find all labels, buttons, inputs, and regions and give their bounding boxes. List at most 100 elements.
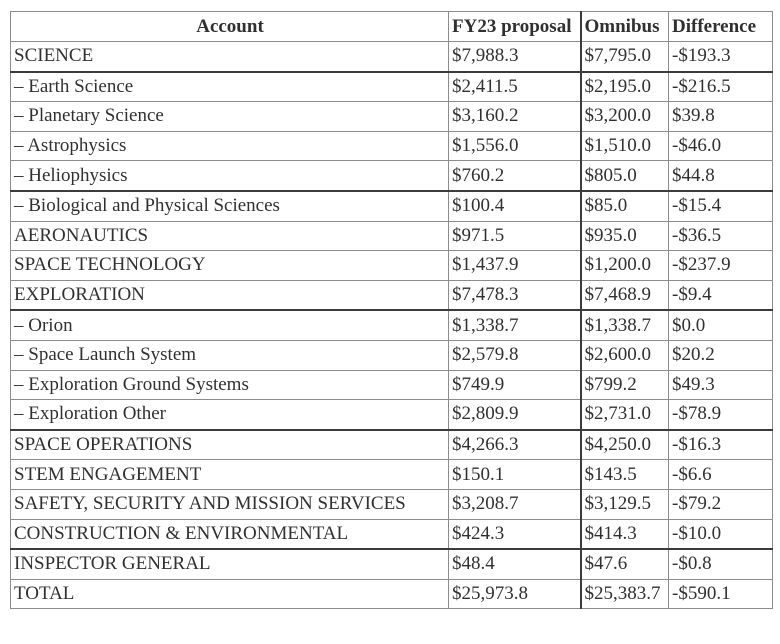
table-body: SCIENCE $7,988.3 $7,795.0 -$193.3– Earth Sc… — [10, 40, 773, 610]
fy23-proposal-cell: $3,160.2 — [448, 101, 581, 132]
omnibus-cell: $85.0 — [579, 189, 669, 222]
table-row: EXPLORATION $7,478.3 $7,468.9 -$9.4 — [10, 279, 773, 311]
difference-cell: -$193.3 — [668, 40, 773, 73]
difference-cell: -$78.9 — [668, 399, 773, 431]
difference-cell: -$15.4 — [668, 189, 773, 222]
fy23-proposal-cell: $2,579.8 — [448, 339, 581, 371]
table-row: TOTAL $25,973.8 $25,383.7 -$590.1 — [10, 578, 773, 610]
omnibus-cell: $414.3 — [579, 518, 669, 550]
account-cell: AERONAUTICS — [10, 220, 449, 252]
omnibus-cell: $25,383.7 — [579, 578, 669, 610]
omnibus-cell: $1,200.0 — [579, 250, 669, 281]
account-cell: – Exploration Other — [10, 399, 449, 431]
omnibus-cell: $2,195.0 — [579, 70, 669, 103]
budget-table-container: Account FY23 proposal Omnibus Difference… — [10, 11, 773, 610]
omnibus-cell: $805.0 — [579, 160, 669, 192]
table-row: – Earth Science $2,411.5 $2,195.0 -$216.5 — [10, 70, 773, 103]
account-cell: – Earth Science — [10, 70, 449, 103]
fy23-proposal-cell: $48.4 — [448, 548, 581, 580]
account-cell: SPACE TECHNOLOGY — [10, 250, 449, 281]
omnibus-cell: $7,468.9 — [579, 279, 669, 311]
fy23-proposal-cell: $1,437.9 — [448, 250, 581, 281]
difference-cell: $20.2 — [668, 339, 773, 371]
table-row: AERONAUTICS $971.5 $935.0 -$36.5 — [10, 220, 773, 252]
difference-cell: $0.0 — [668, 309, 773, 341]
difference-cell: -$9.4 — [668, 279, 773, 311]
omnibus-cell: $2,600.0 — [579, 339, 669, 371]
table-row: – Exploration Ground Systems $749.9 $799.2… — [10, 369, 773, 401]
table-row: – Planetary Science $3,160.2 $3,200.0 $39.8 — [10, 101, 773, 132]
account-cell: – Space Launch System — [10, 339, 449, 371]
table-row: SCIENCE $7,988.3 $7,795.0 -$193.3 — [10, 40, 773, 73]
fy23-proposal-cell: $424.3 — [448, 518, 581, 550]
account-cell: – Biological and Physical Sciences — [10, 189, 449, 222]
fy23-proposal-cell: $749.9 — [448, 369, 581, 401]
fy23-proposal-cell: $7,988.3 — [448, 40, 581, 73]
difference-cell: $49.3 — [668, 369, 773, 401]
account-cell: SPACE OPERATIONS — [10, 428, 449, 461]
table-row: – Orion $1,338.7 $1,338.7 $0.0 — [10, 309, 773, 341]
difference-cell: -$10.0 — [668, 518, 773, 550]
omnibus-cell: $7,795.0 — [579, 40, 669, 73]
table-row: INSPECTOR GENERAL $48.4 $47.6 -$0.8 — [10, 548, 773, 580]
fy23-proposal-cell: $971.5 — [448, 220, 581, 252]
fy23-proposal-cell: $4,266.3 — [448, 428, 581, 461]
table-row: – Astrophysics $1,556.0 $1,510.0 -$46.0 — [10, 130, 773, 162]
column-header-fy23-proposal: FY23 proposal — [448, 11, 581, 42]
account-cell: CONSTRUCTION & ENVIRONMENTAL — [10, 518, 449, 550]
fy23-proposal-cell: $1,556.0 — [448, 130, 581, 162]
table-row: – Biological and Physical Sciences $100.4… — [10, 189, 773, 222]
omnibus-cell: $143.5 — [579, 459, 669, 490]
difference-cell: -$36.5 — [668, 220, 773, 252]
table-row: – Space Launch System $2,579.8 $2,600.0 $20… — [10, 339, 773, 371]
omnibus-cell: $1,338.7 — [579, 309, 669, 341]
table-row: SAFETY, SECURITY AND MISSION SERVICES $3,… — [10, 488, 773, 520]
difference-cell: -$590.1 — [668, 578, 773, 610]
difference-cell: -$216.5 — [668, 70, 773, 103]
difference-cell: $44.8 — [668, 160, 773, 192]
difference-cell: -$79.2 — [668, 488, 773, 520]
omnibus-cell: $935.0 — [579, 220, 669, 252]
table-row: CONSTRUCTION & ENVIRONMENTAL $424.3 $414.3… — [10, 518, 773, 550]
table-row: – Exploration Other $2,809.9 $2,731.0 -$78.… — [10, 399, 773, 431]
omnibus-cell: $3,129.5 — [579, 488, 669, 520]
table-row: – Heliophysics $760.2 $805.0 $44.8 — [10, 160, 773, 192]
account-cell: EXPLORATION — [10, 279, 449, 311]
fy23-proposal-cell: $760.2 — [448, 160, 581, 192]
difference-cell: -$237.9 — [668, 250, 773, 281]
account-cell: – Astrophysics — [10, 130, 449, 162]
difference-cell: -$6.6 — [668, 459, 773, 490]
omnibus-cell: $2,731.0 — [579, 399, 669, 431]
table-row: SPACE TECHNOLOGY $1,437.9 $1,200.0 -$237.9 — [10, 250, 773, 281]
difference-cell: -$46.0 — [668, 130, 773, 162]
account-cell: INSPECTOR GENERAL — [10, 548, 449, 580]
header-row: Account FY23 proposal Omnibus Difference — [10, 11, 773, 42]
fy23-proposal-cell: $150.1 — [448, 459, 581, 490]
omnibus-cell: $3,200.0 — [579, 101, 669, 132]
account-cell: – Exploration Ground Systems — [10, 369, 449, 401]
fy23-proposal-cell: $100.4 — [448, 189, 581, 222]
account-cell: SAFETY, SECURITY AND MISSION SERVICES — [10, 488, 449, 520]
account-cell: – Orion — [10, 309, 449, 341]
fy23-proposal-cell: $1,338.7 — [448, 309, 581, 341]
account-cell: – Heliophysics — [10, 160, 449, 192]
column-header-omnibus: Omnibus — [579, 11, 669, 42]
omnibus-cell: $1,510.0 — [579, 130, 669, 162]
difference-cell: -$0.8 — [668, 548, 773, 580]
account-cell: STEM ENGAGEMENT — [10, 459, 449, 490]
difference-cell: -$16.3 — [668, 428, 773, 461]
omnibus-cell: $799.2 — [579, 369, 669, 401]
account-cell: – Planetary Science — [10, 101, 449, 132]
fy23-proposal-cell: $7,478.3 — [448, 279, 581, 311]
difference-cell: $39.8 — [668, 101, 773, 132]
account-cell: SCIENCE — [10, 40, 449, 73]
budget-table: Account FY23 proposal Omnibus Difference… — [10, 11, 773, 610]
column-header-difference: Difference — [668, 11, 773, 42]
fy23-proposal-cell: $3,208.7 — [448, 488, 581, 520]
omnibus-cell: $47.6 — [579, 548, 669, 580]
table-row: SPACE OPERATIONS $4,266.3 $4,250.0 -$16.3 — [10, 428, 773, 461]
table-row: STEM ENGAGEMENT $150.1 $143.5 -$6.6 — [10, 459, 773, 490]
fy23-proposal-cell: $2,411.5 — [448, 70, 581, 103]
fy23-proposal-cell: $25,973.8 — [448, 578, 581, 610]
omnibus-cell: $4,250.0 — [579, 428, 669, 461]
